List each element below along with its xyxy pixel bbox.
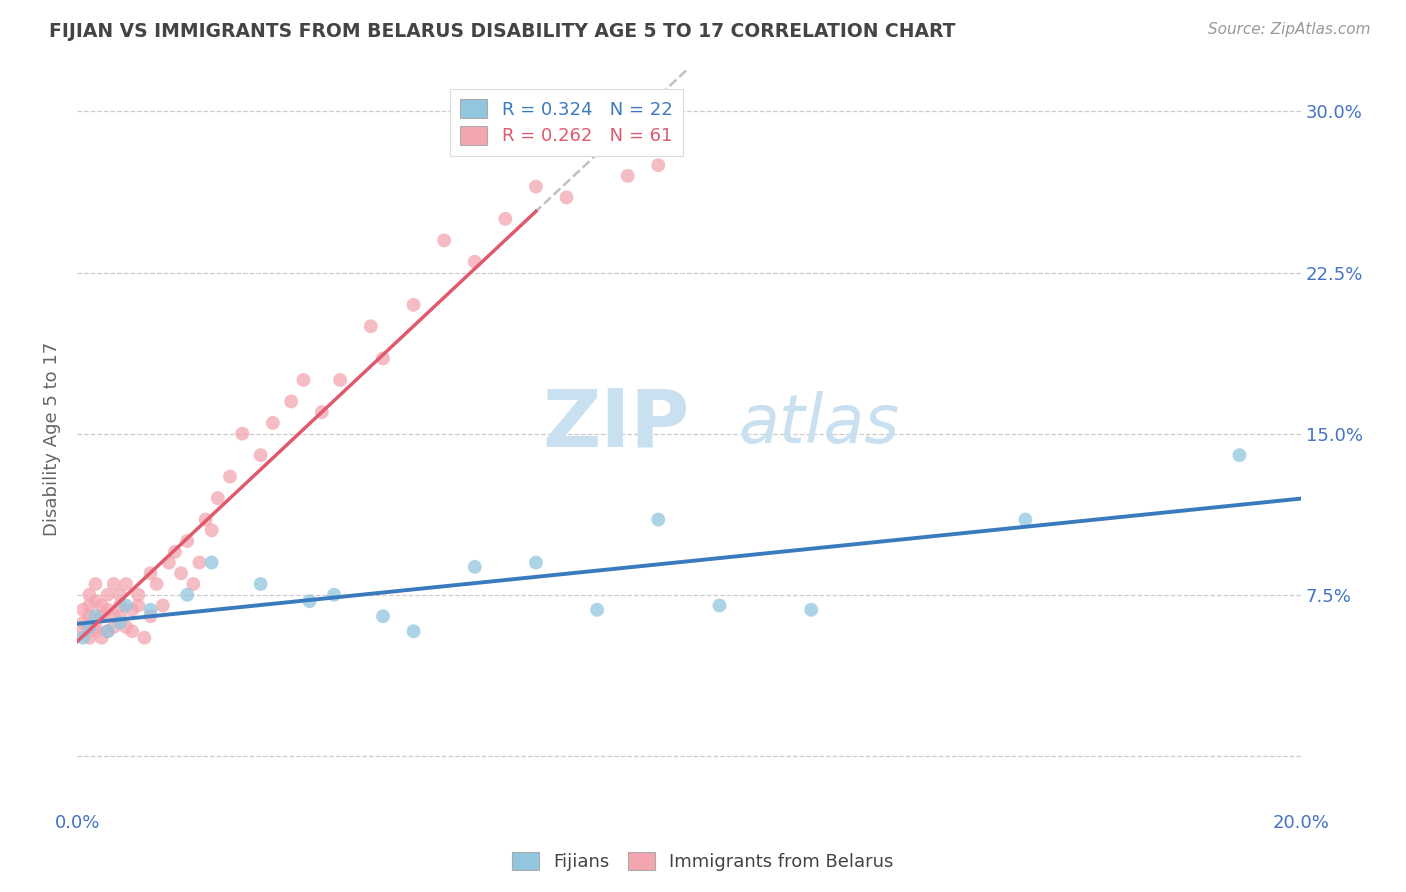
Point: [139, 603, 162, 617]
Point: [163, 545, 186, 559]
Point: [97, 588, 120, 602]
Point: [555, 190, 578, 204]
Point: [201, 524, 224, 538]
Point: [371, 609, 394, 624]
Point: [360, 319, 382, 334]
Point: [115, 620, 138, 634]
Point: [108, 599, 131, 613]
Point: [402, 624, 425, 639]
Point: [115, 599, 138, 613]
Text: ZIP: ZIP: [543, 385, 689, 463]
Point: [152, 599, 174, 613]
Point: [183, 577, 205, 591]
Point: [72, 631, 94, 645]
Text: atlas: atlas: [738, 392, 898, 458]
Text: FIJIAN VS IMMIGRANTS FROM BELARUS DISABILITY AGE 5 TO 17 CORRELATION CHART: FIJIAN VS IMMIGRANTS FROM BELARUS DISABI…: [49, 22, 956, 41]
Point: [115, 577, 138, 591]
Point: [72, 603, 94, 617]
Point: [586, 603, 609, 617]
Point: [647, 158, 669, 172]
Point: [139, 566, 162, 581]
Point: [79, 609, 101, 624]
Point: [1229, 448, 1251, 462]
Point: [103, 609, 125, 624]
Point: [72, 615, 94, 630]
Point: [79, 588, 101, 602]
Point: [108, 588, 131, 602]
Point: [219, 469, 242, 483]
Point: [524, 179, 547, 194]
Point: [157, 556, 180, 570]
Point: [616, 169, 638, 183]
Point: [84, 594, 107, 608]
Point: [464, 559, 486, 574]
Point: [194, 512, 217, 526]
Point: [371, 351, 394, 366]
Point: [402, 298, 425, 312]
Point: [79, 620, 101, 634]
Point: [323, 588, 346, 602]
Point: [647, 512, 669, 526]
Point: [433, 233, 456, 247]
Point: [207, 491, 229, 505]
Point: [108, 615, 131, 630]
Point: [139, 609, 162, 624]
Point: [280, 394, 302, 409]
Point: [90, 599, 112, 613]
Point: [249, 448, 271, 462]
Point: [84, 609, 107, 624]
Point: [84, 620, 107, 634]
Point: [464, 255, 486, 269]
Legend: R = 0.324   N = 22, R = 0.262   N = 61: R = 0.324 N = 22, R = 0.262 N = 61: [450, 88, 683, 156]
Point: [1014, 512, 1036, 526]
Point: [84, 577, 107, 591]
Point: [121, 624, 143, 639]
Point: [170, 566, 193, 581]
Y-axis label: Disability Age 5 to 17: Disability Age 5 to 17: [44, 342, 60, 536]
Point: [176, 534, 198, 549]
Point: [262, 416, 284, 430]
Point: [176, 588, 198, 602]
Point: [201, 556, 224, 570]
Point: [103, 577, 125, 591]
Point: [79, 631, 101, 645]
Point: [97, 624, 120, 639]
Text: Source: ZipAtlas.com: Source: ZipAtlas.com: [1208, 22, 1371, 37]
Point: [188, 556, 211, 570]
Point: [145, 577, 167, 591]
Point: [79, 599, 101, 613]
Point: [108, 609, 131, 624]
Point: [84, 624, 107, 639]
Point: [524, 556, 547, 570]
Point: [249, 577, 271, 591]
Point: [329, 373, 352, 387]
Legend: Fijians, Immigrants from Belarus: Fijians, Immigrants from Belarus: [505, 845, 901, 879]
Point: [72, 624, 94, 639]
Point: [97, 603, 120, 617]
Point: [90, 631, 112, 645]
Point: [97, 624, 120, 639]
Point: [311, 405, 333, 419]
Point: [800, 603, 823, 617]
Point: [494, 211, 516, 226]
Point: [103, 620, 125, 634]
Point: [292, 373, 315, 387]
Point: [90, 609, 112, 624]
Point: [121, 603, 143, 617]
Point: [127, 599, 149, 613]
Point: [709, 599, 731, 613]
Point: [298, 594, 321, 608]
Point: [134, 631, 156, 645]
Point: [231, 426, 253, 441]
Point: [127, 588, 149, 602]
